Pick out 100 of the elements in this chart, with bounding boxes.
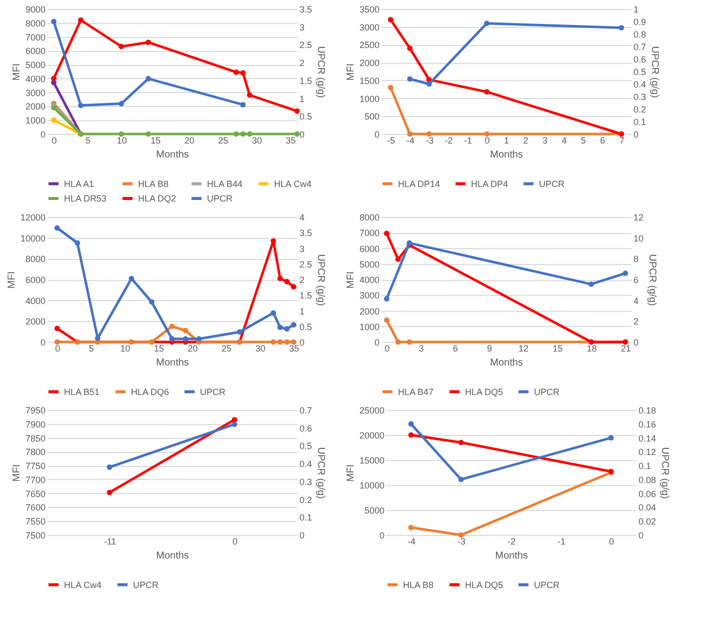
- y2-tick-label: 2: [300, 58, 305, 68]
- y-tick-label: 10000: [359, 480, 384, 490]
- y2-tick-label: 2: [634, 316, 639, 327]
- x-tick-label: -1: [557, 536, 566, 546]
- legend-label: HLA B44: [207, 178, 243, 189]
- y2-tick-label: 0.12: [638, 447, 656, 458]
- y2-tick-label: 0.2: [634, 104, 646, 114]
- y2-tick-label: 0.16: [638, 419, 656, 430]
- point: [458, 476, 464, 482]
- y-tick-label: 5000: [25, 60, 46, 70]
- legend-label: HLA A1: [64, 178, 94, 189]
- y-tick-label: 8000: [25, 254, 46, 264]
- y-axis-title: MFI: [6, 271, 18, 289]
- point: [294, 108, 300, 114]
- legend-label: HLA DR53: [64, 194, 107, 204]
- point: [54, 225, 60, 231]
- point: [408, 524, 414, 530]
- legend-label: HLA DP14: [398, 178, 440, 189]
- legend-label: HLA DP4: [471, 178, 508, 189]
- x-tick-label: 10: [116, 136, 127, 146]
- y2-tick-label: 0.18: [638, 406, 656, 416]
- y2-tick-label: 0.14: [638, 433, 656, 444]
- y-tick-label: 20000: [359, 430, 384, 440]
- y2-tick-label: 1: [634, 4, 639, 14]
- point: [270, 339, 276, 345]
- point: [169, 324, 175, 330]
- y2-tick-label: 3: [300, 22, 305, 32]
- point: [240, 102, 246, 108]
- point: [426, 131, 432, 137]
- legend-label: UPCR: [539, 178, 565, 189]
- x-tick-label: 3: [418, 344, 424, 354]
- x-tick-label: 4: [562, 136, 567, 146]
- y2-axis-title: UPCR (g/g): [659, 447, 670, 499]
- x-tick-label: 0: [55, 344, 60, 354]
- x-tick-label: 7: [619, 136, 624, 146]
- legend-label: HLA DQ5: [465, 386, 504, 397]
- y2-axis-title: UPCR (g/g): [649, 46, 660, 98]
- point: [270, 310, 276, 316]
- point: [622, 270, 628, 276]
- y-tick-label: 500: [364, 112, 380, 122]
- point: [118, 44, 124, 50]
- point: [484, 20, 490, 26]
- y-tick-label: 7900: [25, 419, 46, 430]
- x-tick-label: 30: [252, 136, 262, 146]
- point: [128, 339, 134, 345]
- point: [284, 278, 290, 284]
- y-tick-label: 7950: [25, 406, 46, 416]
- point: [118, 100, 124, 106]
- y-tick-label: 4000: [25, 296, 46, 306]
- point: [407, 131, 413, 137]
- point: [458, 440, 464, 446]
- y-tick-label: 15000: [359, 456, 384, 466]
- y2-tick-label: 0.1: [638, 461, 652, 472]
- y2-tick-label: 3.5: [300, 228, 312, 238]
- point: [284, 339, 290, 345]
- y2-tick-label: 0.7: [634, 42, 646, 52]
- x-tick-label: -3: [426, 136, 434, 146]
- point: [618, 25, 624, 30]
- point: [233, 131, 239, 137]
- y-tick-label: 10000: [20, 233, 46, 244]
- y-axis-title: MFI: [11, 63, 22, 81]
- point: [182, 328, 188, 334]
- point: [395, 256, 401, 262]
- x-tick-label: 18: [586, 344, 597, 354]
- point: [588, 281, 594, 287]
- point: [277, 339, 283, 345]
- y2-tick-label: 8: [634, 254, 639, 264]
- x-tick-label: 3: [542, 136, 548, 146]
- point: [54, 326, 60, 332]
- point: [196, 336, 202, 342]
- point: [388, 84, 394, 90]
- y-axis-title: MFI: [11, 464, 22, 482]
- x-tick-label: 1: [504, 136, 510, 146]
- point: [78, 17, 84, 23]
- y2-tick-label: 0.4: [300, 459, 312, 470]
- x-tick-label: 9: [486, 344, 492, 354]
- point: [277, 276, 283, 282]
- point: [384, 296, 390, 302]
- point: [240, 131, 246, 137]
- x-axis-title: Months: [156, 550, 189, 562]
- y2-tick-label: 10: [634, 233, 644, 244]
- y-tick-label: 7000: [25, 32, 46, 42]
- x-tick-label: 0: [608, 536, 614, 546]
- y-tick-label: 2000: [359, 58, 380, 68]
- point: [51, 76, 56, 82]
- y2-tick-label: 0.6: [634, 54, 646, 64]
- x-tick-label: 25: [218, 136, 228, 146]
- point: [233, 69, 239, 75]
- y2-axis-title: UPCR (g/g): [646, 254, 658, 306]
- x-tick-label: 15: [552, 344, 563, 354]
- y2-tick-label: 1.5: [300, 76, 312, 86]
- y-tick-label: 1000: [25, 116, 46, 126]
- y2-tick-label: 0.8: [634, 30, 646, 40]
- legend-label: HLA DQ6: [131, 386, 170, 397]
- y-tick-label: 6000: [25, 46, 46, 56]
- point: [406, 339, 412, 345]
- point: [51, 18, 56, 24]
- legend-label: HLA B8: [403, 580, 434, 590]
- y2-tick-label: 0.1: [300, 512, 312, 523]
- y-tick-label: 7650: [25, 488, 46, 499]
